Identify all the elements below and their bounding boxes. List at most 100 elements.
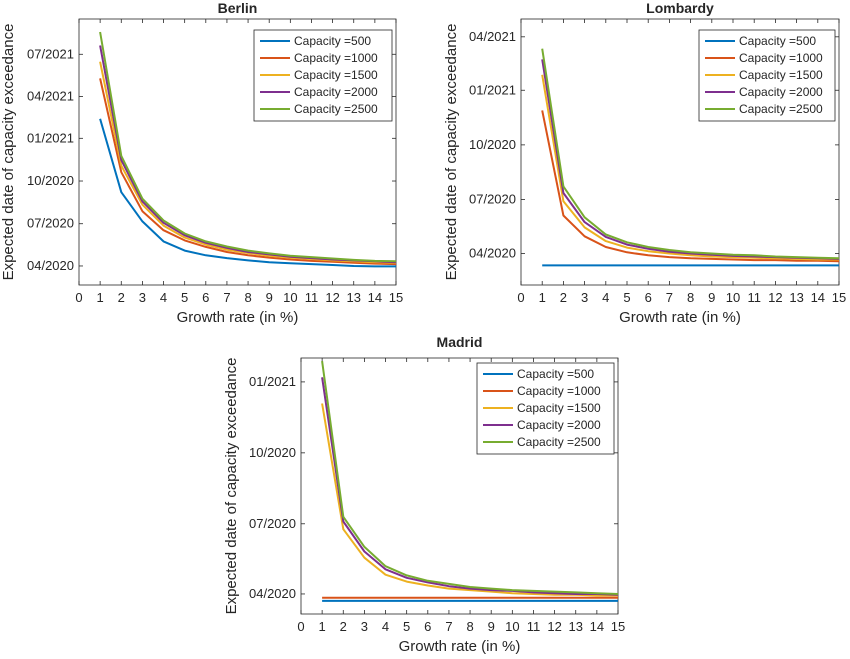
x-tick-label: 12 — [547, 619, 561, 634]
x-tick-label: 7 — [666, 290, 673, 305]
y-tick-label: 07/2020 — [469, 192, 516, 207]
series-line-capacity-2500 — [541, 48, 840, 260]
plot-area — [78, 18, 397, 286]
y-tick-label: 04/2020 — [249, 586, 296, 601]
x-tick-label: 4 — [160, 290, 167, 305]
x-tick-label: 5 — [623, 290, 630, 305]
y-tick-label: 07/2021 — [27, 46, 74, 61]
x-tick-label: 9 — [266, 290, 273, 305]
legend-entry: Capacity =1500 — [294, 68, 378, 82]
legend-entry: Capacity =2000 — [517, 418, 601, 432]
chart-title: Berlin — [218, 0, 258, 16]
legend-entry: Capacity =2500 — [739, 102, 823, 116]
x-tick-label: 13 — [346, 290, 360, 305]
y-tick-label: 07/2020 — [27, 216, 74, 231]
legend-entry: Capacity =2000 — [294, 85, 378, 99]
legend-entry: Capacity =2500 — [294, 102, 378, 116]
x-tick-label: 15 — [832, 290, 846, 305]
y-axis-label: Expected date of capacity exceedance — [223, 358, 240, 615]
x-tick-label: 10 — [505, 619, 519, 634]
y-tick-label: 04/2020 — [27, 258, 74, 273]
legend-entry: Capacity =1000 — [517, 384, 601, 398]
legend-entry: Capacity =500 — [294, 34, 371, 48]
x-tick-label: 0 — [297, 619, 304, 634]
x-tick-label: 6 — [202, 290, 209, 305]
y-tick-label: 04/2020 — [469, 246, 516, 261]
legend-entry: Capacity =1500 — [517, 401, 601, 415]
x-tick-label: 8 — [466, 619, 473, 634]
y-tick-label: 10/2020 — [27, 173, 74, 188]
x-tick-label: 15 — [389, 290, 403, 305]
x-axis-label: Growth rate (in %) — [619, 309, 741, 326]
plot-area — [300, 357, 619, 615]
series-line-capacity-2500 — [99, 31, 397, 263]
x-tick-label: 3 — [361, 619, 368, 634]
x-tick-label: 11 — [747, 290, 761, 305]
x-tick-label: 0 — [517, 290, 524, 305]
x-tick-label: 14 — [811, 290, 825, 305]
chart-title: Lombardy — [646, 0, 714, 16]
x-tick-label: 6 — [645, 290, 652, 305]
x-tick-label: 4 — [602, 290, 609, 305]
y-tick-label: 01/2021 — [249, 374, 296, 389]
legend-entry: Capacity =2000 — [739, 85, 823, 99]
x-axis-label: Growth rate (in %) — [177, 309, 299, 326]
x-tick-label: 8 — [244, 290, 251, 305]
x-tick-label: 13 — [789, 290, 803, 305]
legend: Capacity =500 Capacity =1000 Capacity =150… — [698, 29, 836, 122]
y-axis-label: Expected date of capacity exceedance — [443, 24, 460, 281]
y-tick-label: 10/2020 — [469, 137, 516, 152]
chart-title: Madrid — [437, 334, 483, 350]
x-tick-label: 6 — [424, 619, 431, 634]
legend-entry: Capacity =500 — [517, 367, 594, 381]
x-tick-label: 1 — [97, 290, 104, 305]
x-tick-label: 14 — [368, 290, 382, 305]
x-tick-label: 7 — [445, 619, 452, 634]
x-tick-label: 15 — [611, 619, 625, 634]
x-tick-label: 3 — [581, 290, 588, 305]
legend-entry: Capacity =1500 — [739, 68, 823, 82]
x-tick-label: 1 — [539, 290, 546, 305]
x-tick-label: 3 — [139, 290, 146, 305]
x-tick-label: 2 — [560, 290, 567, 305]
x-tick-label: 2 — [118, 290, 125, 305]
x-tick-label: 13 — [568, 619, 582, 634]
x-tick-label: 11 — [305, 290, 319, 305]
y-tick-label: 01/2021 — [27, 130, 74, 145]
y-tick-label: 04/2021 — [27, 89, 74, 104]
x-tick-label: 8 — [687, 290, 694, 305]
series-line-capacity-1000 — [99, 78, 397, 266]
x-tick-label: 5 — [403, 619, 410, 634]
legend: Capacity =500 Capacity =1000 Capacity =150… — [476, 362, 615, 455]
series-line-capacity-1000 — [541, 110, 840, 263]
legend-entry: Capacity =500 — [739, 34, 816, 48]
x-tick-label: 2 — [340, 619, 347, 634]
y-axis-label: Expected date of capacity exceedance — [0, 24, 17, 281]
x-tick-label: 9 — [488, 619, 495, 634]
y-tick-label: 01/2021 — [469, 82, 516, 97]
legend: Capacity =500 Capacity =1000 Capacity =150… — [253, 29, 393, 122]
x-tick-label: 0 — [75, 290, 82, 305]
legend-entry: Capacity =1000 — [294, 51, 378, 65]
y-tick-label: 10/2020 — [249, 445, 296, 460]
series-line-capacity-1500 — [541, 74, 839, 261]
x-tick-label: 10 — [283, 290, 297, 305]
x-tick-label: 10 — [726, 290, 740, 305]
y-tick-label: 04/2021 — [469, 29, 516, 44]
x-tick-label: 7 — [223, 290, 230, 305]
x-tick-label: 12 — [325, 290, 339, 305]
legend-entry: Capacity =2500 — [517, 435, 601, 449]
series-line-capacity-2000 — [321, 377, 619, 596]
x-tick-label: 12 — [768, 290, 782, 305]
x-tick-label: 4 — [382, 619, 389, 634]
y-tick-label: 07/2020 — [249, 516, 296, 531]
plot-area — [520, 18, 840, 286]
x-axis-label: Growth rate (in %) — [399, 638, 521, 655]
x-tick-label: 5 — [181, 290, 188, 305]
x-tick-label: 9 — [708, 290, 715, 305]
legend-entry: Capacity =1000 — [739, 51, 823, 65]
